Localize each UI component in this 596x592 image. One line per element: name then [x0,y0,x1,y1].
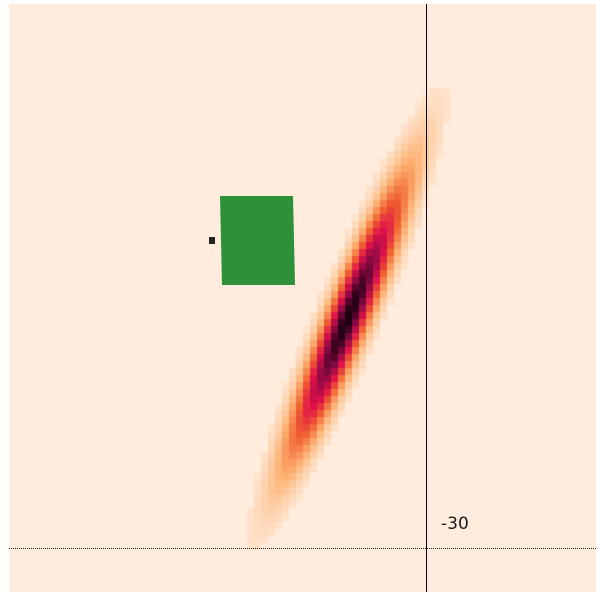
vertical-crosshair-line [426,4,427,592]
horizontal-dotted-line [9,548,596,549]
green-block[interactable] [220,196,295,285]
value-readout: -30 [441,514,469,534]
dark-marker[interactable] [209,237,215,244]
